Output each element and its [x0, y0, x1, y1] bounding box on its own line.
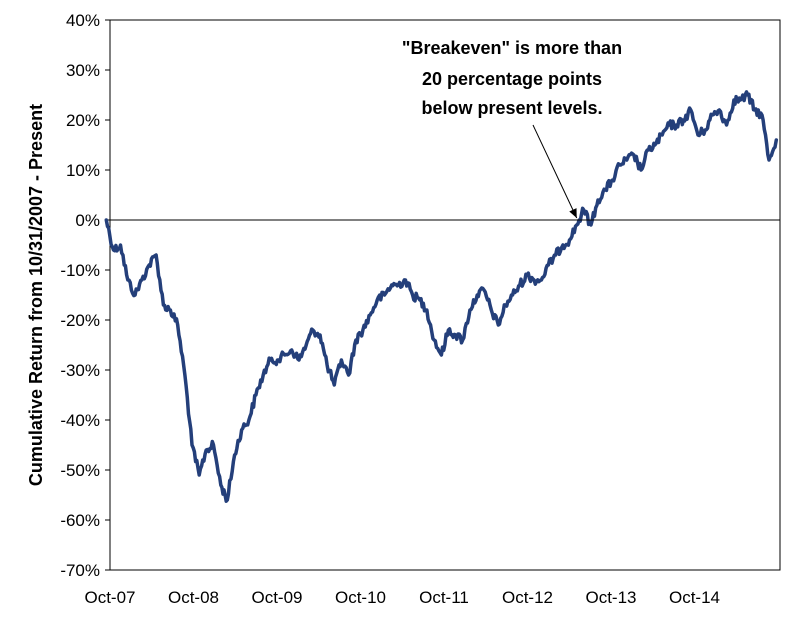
x-tick-label: Oct-14	[669, 588, 720, 607]
y-tick-label: 0%	[75, 211, 100, 230]
y-tick-label: 30%	[66, 61, 100, 80]
x-tick-label: Oct-11	[419, 588, 469, 607]
x-tick-label: Oct-10	[335, 588, 386, 607]
annotation-arrow-head	[569, 208, 577, 218]
series-layer	[104, 90, 779, 503]
x-tick-label: Oct-07	[84, 588, 135, 607]
y-tick-label: -30%	[60, 361, 100, 380]
x-tick-label: Oct-08	[168, 588, 219, 607]
x-axis-ticks: Oct-07 Oct-08 Oct-09 Oct-10 Oct-11 Oct-12 Oct-…	[84, 588, 720, 607]
y-tick-label: -50%	[60, 461, 100, 480]
x-tick-label: Oct-13	[585, 588, 636, 607]
y-axis-title: Cumulative Return from 10/31/2007 - Pres…	[26, 104, 46, 486]
y-tick-label: -70%	[60, 561, 100, 580]
y-tick-label: -60%	[60, 511, 100, 530]
x-tick-label: Oct-09	[251, 588, 302, 607]
x-tick-label: Oct-12	[502, 588, 553, 607]
annotation-arrow-line	[532, 124, 578, 219]
annotation: "Breakeven" is more than 20 percentage po…	[402, 38, 622, 219]
y-tick-label: 20%	[66, 111, 100, 130]
y-tick-label: -10%	[60, 261, 100, 280]
y-axis-ticks: 40% 30% 20% 10% 0% -10% -20% -30% -40% -50% -60% -7…	[60, 11, 110, 580]
y-tick-label: 40%	[66, 11, 100, 30]
series-line	[104, 90, 779, 503]
annotation-line: "Breakeven" is more than	[402, 38, 622, 58]
y-tick-label: 10%	[66, 161, 100, 180]
y-tick-label: -20%	[60, 311, 100, 330]
y-tick-label: -40%	[60, 411, 100, 430]
annotation-line: below present levels.	[421, 98, 602, 118]
annotation-line: 20 percentage points	[422, 69, 602, 89]
plot-area	[109, 19, 781, 571]
